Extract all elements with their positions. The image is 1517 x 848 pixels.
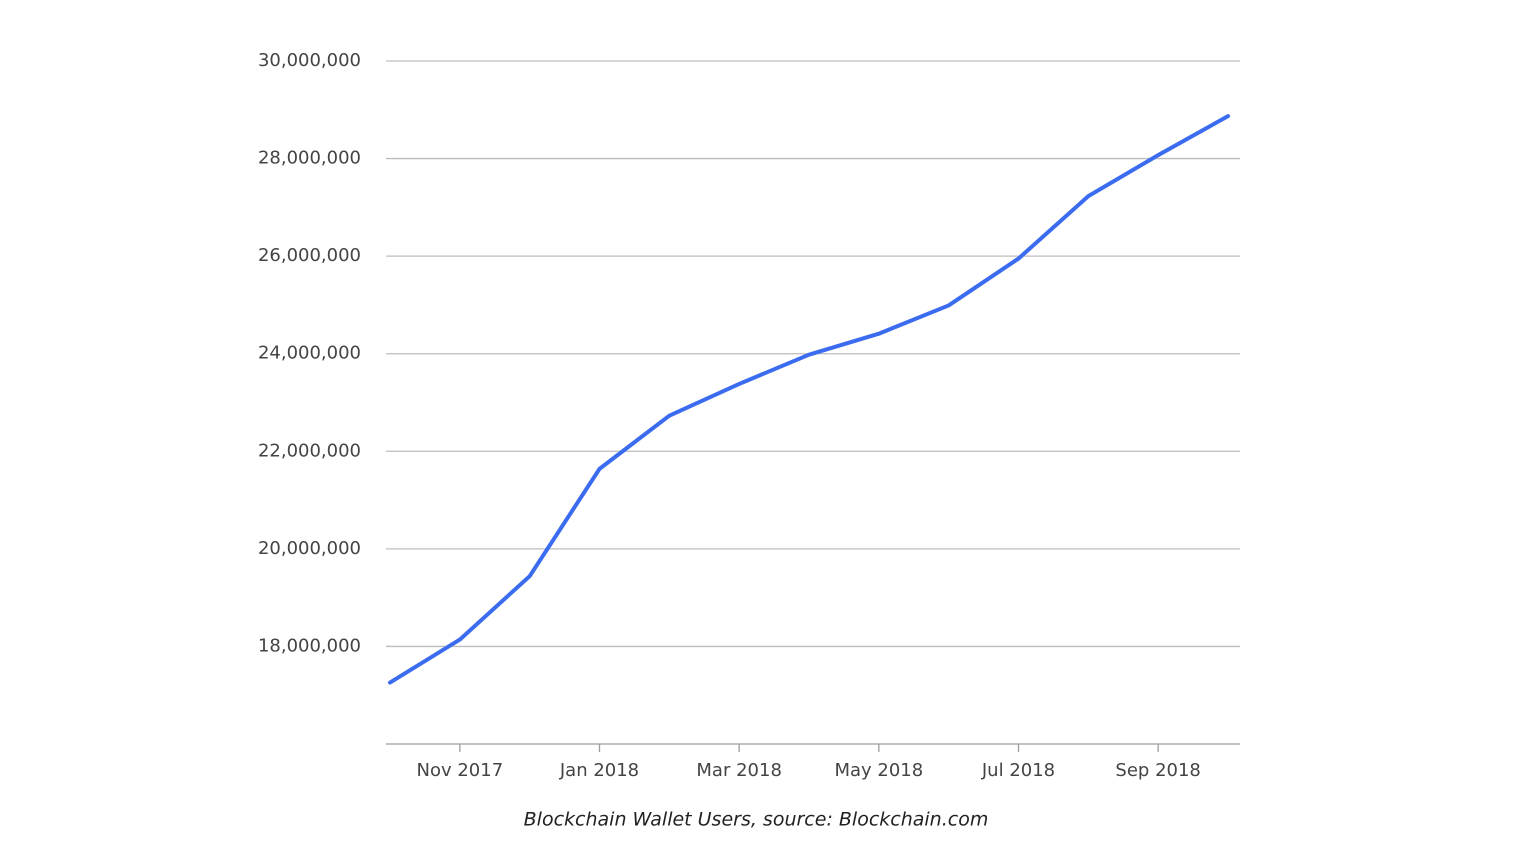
y-tick-label: 22,000,000 [258, 440, 361, 461]
y-tick-label: 26,000,000 [258, 245, 361, 266]
x-tick-label: May 2018 [834, 760, 923, 781]
y-tick-label: 20,000,000 [258, 538, 361, 559]
x-tick-label: Nov 2017 [416, 760, 503, 781]
data-line [388, 114, 1230, 685]
y-tick-label: 18,000,000 [258, 635, 361, 656]
x-tick-label: Sep 2018 [1115, 760, 1200, 781]
x-tick-label: Mar 2018 [696, 760, 782, 781]
caption: Blockchain Wallet Users, source: Blockch… [524, 809, 989, 831]
x-tick-label: Jul 2018 [981, 760, 1055, 781]
y-tick-label: 24,000,000 [258, 343, 361, 364]
y-tick-label: 28,000,000 [258, 148, 361, 169]
y-tick-label: 30,000,000 [258, 50, 361, 71]
x-tick-label: Jan 2018 [559, 760, 639, 781]
